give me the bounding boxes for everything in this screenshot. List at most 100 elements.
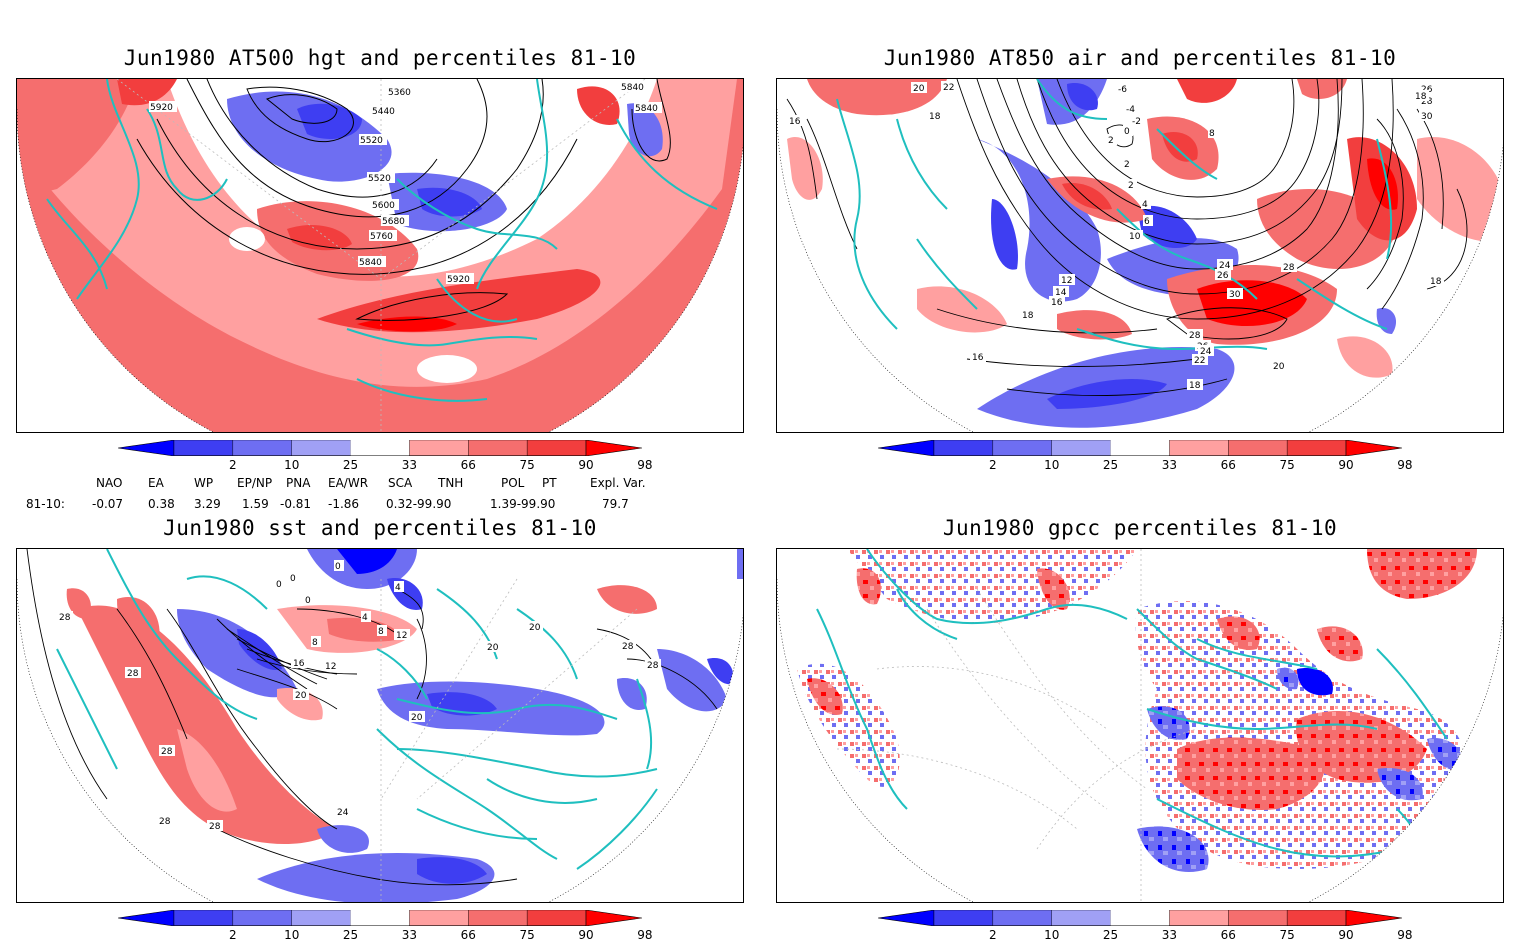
- colorbar-swatches: [117, 909, 643, 927]
- contour-label: 20: [411, 713, 423, 723]
- contour-label: 28: [1421, 97, 1433, 107]
- colorbar-tick-label: 33: [1161, 928, 1178, 942]
- contour-label: 18: [929, 112, 941, 122]
- colorbar-swatch: [1228, 909, 1288, 927]
- colorbar-swatch: [173, 439, 234, 457]
- contour-label: -2: [1132, 117, 1141, 127]
- colorbar-swatch: [350, 440, 410, 456]
- colorbar-tick-label: 66: [460, 928, 476, 942]
- contour-label: 0: [335, 562, 341, 572]
- colorbar-top-right: 2 10 25 33 66 75 90 98: [877, 439, 1412, 476]
- contour-label: 22: [1194, 356, 1205, 366]
- map-panel-sst: 0 0 0 4 28 0 4 8 12 8 16 12 20 20 20 28 …: [16, 548, 744, 903]
- colorbar-swatch: [1051, 439, 1111, 457]
- colorbar-swatch: [468, 439, 528, 457]
- contour-label: 24: [337, 808, 349, 818]
- coastlines: [56, 549, 658, 870]
- contour-label: 5920: [150, 103, 173, 113]
- hgt500-map: 5920 5360 5840 5440 5840 5520 5520 5600 …: [17, 79, 743, 432]
- contour-label: 6: [1144, 217, 1150, 227]
- colorbar-swatch: [291, 439, 351, 457]
- contour-label: 28: [1189, 331, 1201, 341]
- colorbar-tick-label: 75: [1279, 458, 1295, 472]
- contour-label: 5440: [372, 107, 395, 117]
- tele-value: 79.7: [602, 497, 629, 511]
- colorbar-swatch: [1345, 909, 1403, 927]
- map-panel-hgt500: 5920 5360 5840 5440 5840 5520 5520 5600 …: [16, 78, 744, 433]
- colorbar-tick-label: 25: [1102, 458, 1119, 472]
- gpcc-map: [777, 549, 1503, 902]
- contour-label: 20: [1273, 362, 1285, 372]
- colorbar-tick-label: 25: [1102, 928, 1119, 942]
- colorbar-swatch: [585, 439, 643, 457]
- colorbar-swatch: [1110, 910, 1170, 926]
- colorbar-tick-label: 66: [1220, 928, 1236, 942]
- colorbar-swatch: [1345, 439, 1403, 457]
- colorbar-swatch: [409, 439, 469, 457]
- colorbar-swatch: [1110, 440, 1170, 456]
- tele-value: 0.38: [148, 497, 175, 511]
- tele-value: -0.07: [92, 497, 124, 511]
- tele-header: SCA: [388, 476, 413, 490]
- colorbar-swatch: [1169, 909, 1229, 927]
- panel4-title: Jun1980 gpcc percentiles 81-10: [942, 516, 1338, 540]
- colorbar-swatch: [232, 909, 292, 927]
- contour-label: 28: [127, 669, 139, 679]
- tele-header: NAO: [96, 476, 123, 490]
- contour-label: 5840: [621, 83, 644, 93]
- panel2-title: Jun1980 AT850 air and percentiles 81-10: [883, 46, 1397, 70]
- contour-label: 5840: [635, 104, 658, 114]
- contour-label: 28: [209, 822, 221, 832]
- colorbar-swatch: [409, 909, 469, 927]
- tele-value: 1.39-99.90: [490, 497, 556, 511]
- contour-label: 20: [529, 623, 541, 633]
- colorbar-swatch: [1228, 439, 1288, 457]
- colorbar-tick-label: 75: [519, 458, 535, 472]
- tele-header: EA/WR: [328, 476, 369, 490]
- coastlines: [816, 549, 1448, 870]
- contour-label: 4: [1142, 200, 1148, 210]
- tele-header: TNH: [438, 476, 464, 490]
- teleconnection-table: NAO EA WP EP/NP PNA EA/WR SCA TNH POL PT…: [24, 476, 724, 512]
- colorbar-swatch: [1286, 439, 1347, 457]
- colorbar-swatch: [933, 909, 994, 927]
- panel1-title: Jun1980 AT500 hgt and percentiles 81-10: [123, 46, 637, 70]
- colorbar-tick-label: 75: [519, 928, 535, 942]
- colorbar-tick-label: 90: [1338, 458, 1354, 472]
- tele-header: WP: [194, 476, 214, 490]
- contour-label: 12: [1061, 276, 1072, 286]
- tele-header: EP/NP: [237, 476, 273, 490]
- colorbar-tick-label: 75: [1279, 928, 1295, 942]
- contour-label: 24: [1219, 261, 1231, 271]
- colorbar-swatches: [117, 439, 643, 457]
- colorbar-top-left: 2 10 25 33 66 75 90 98: [117, 439, 652, 476]
- contour-label: 16: [1051, 298, 1063, 308]
- tele-value: -0.81: [280, 497, 312, 511]
- contour-label: 0: [1124, 127, 1130, 137]
- contour-label: 28: [59, 613, 71, 623]
- colorbar-tick-label: 33: [1161, 458, 1178, 472]
- colorbar-swatch: [117, 439, 175, 457]
- colorbar-swatch: [877, 909, 935, 927]
- contour-label: 16: [972, 353, 984, 363]
- contour-label: -6: [1118, 85, 1127, 95]
- tele-header: Expl. Var.: [590, 476, 646, 490]
- colorbar-swatch: [992, 909, 1052, 927]
- colorbar-tick-label: 33: [401, 458, 418, 472]
- contour-label: 18: [1189, 381, 1201, 391]
- map-panel-air850: 20 22 -6 26 28 18 -4 30 16 18 -2 0 8 2 2…: [776, 78, 1504, 433]
- contour-label: 14: [1055, 288, 1067, 298]
- colorbar-swatch: [877, 439, 935, 457]
- panel3-title: Jun1980 sst and percentiles 81-10: [163, 516, 597, 540]
- colorbar-swatch: [468, 909, 528, 927]
- colorbar-tick-label: 10: [284, 458, 300, 472]
- colorbar-tick-label: 2: [989, 928, 997, 942]
- colorbar-tick-label: 2: [229, 928, 237, 942]
- colorbar-tick-label: 66: [460, 458, 476, 472]
- contour-label: 5600: [372, 201, 395, 211]
- colorbar-swatch: [585, 909, 643, 927]
- colorbar-tick-label: 90: [1338, 928, 1354, 942]
- colorbar-bottom-right: 2 10 25 33 66 75 90 98: [877, 909, 1412, 942]
- contour-label: 10: [1129, 232, 1141, 242]
- colorbar-tick-label: 90: [578, 458, 594, 472]
